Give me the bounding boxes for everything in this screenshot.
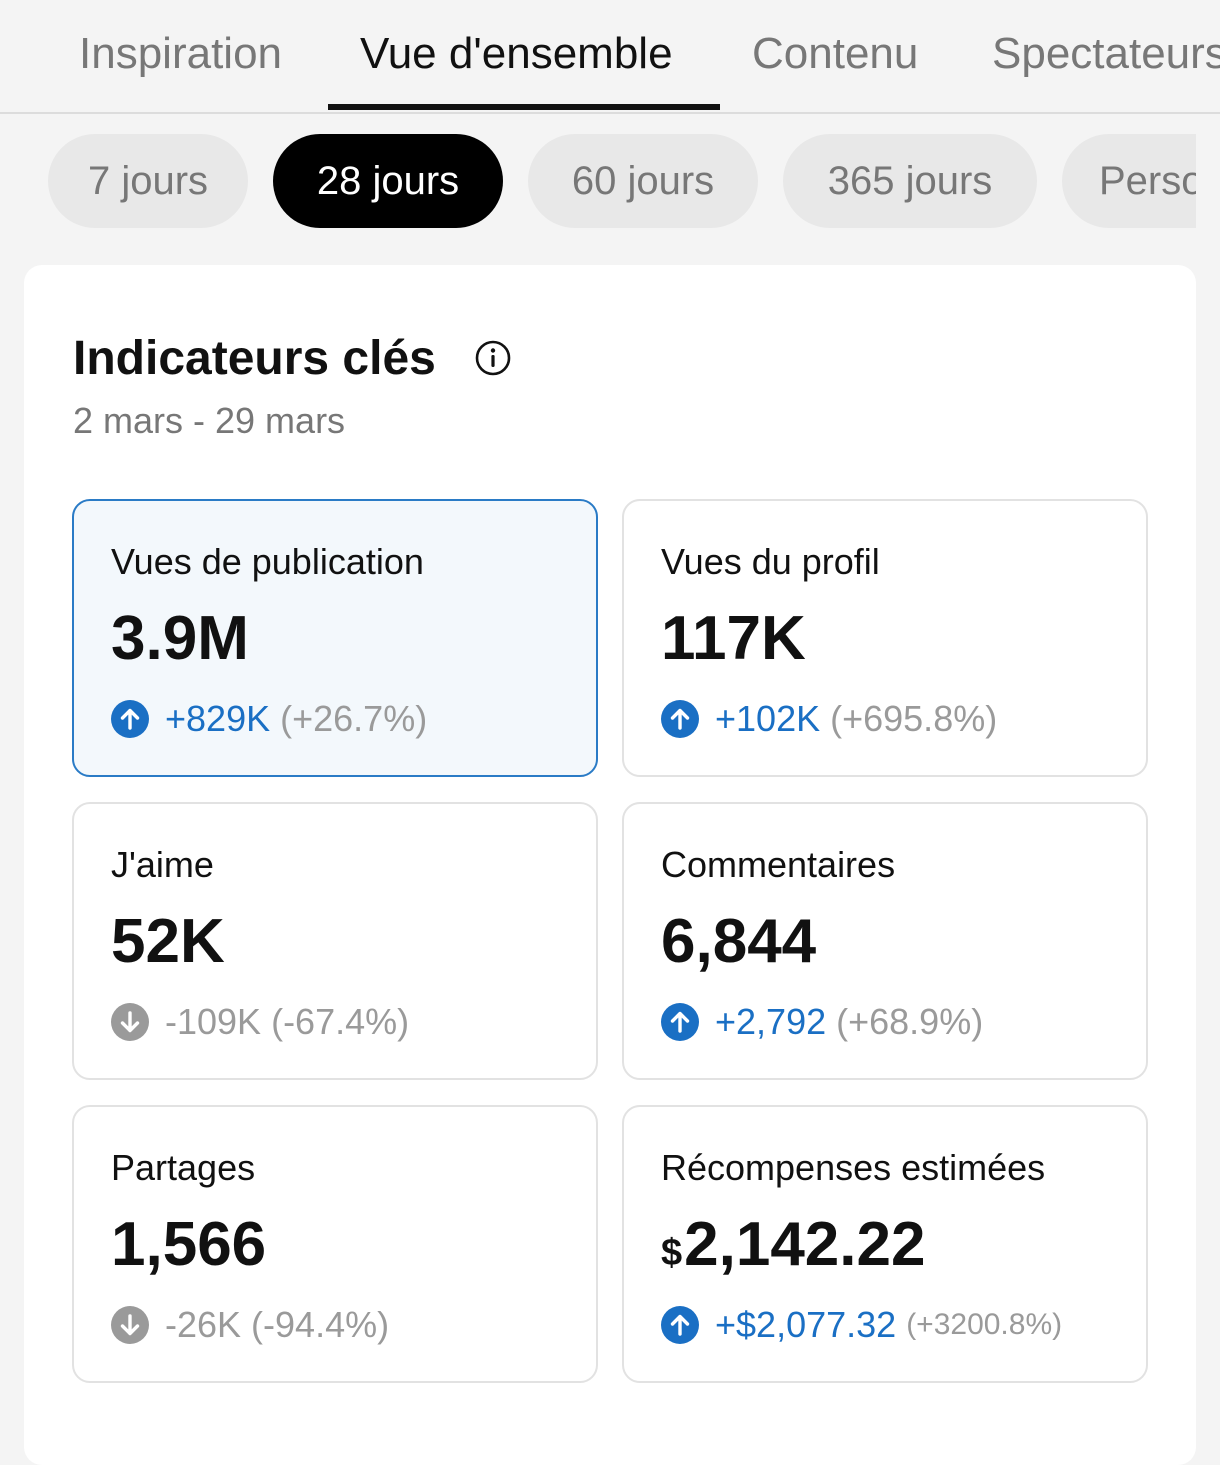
- arrow-down-circle-icon: [111, 1003, 149, 1041]
- delta-percent: (+26.7%): [280, 698, 428, 739]
- metric-value: 6,844: [661, 907, 817, 976]
- delta-absolute: -26K: [165, 1304, 242, 1345]
- metric-card-post-views[interactable]: Vues de publication 3.9M +829K (+26.7%): [72, 499, 598, 777]
- metric-card-shares[interactable]: Partages 1,566 -26K (-94.4%): [72, 1105, 598, 1383]
- active-tab-indicator: [328, 104, 720, 110]
- delta-percent: (-94.4%): [251, 1304, 390, 1345]
- delta-absolute: +829K: [165, 698, 271, 739]
- tab-content[interactable]: Contenu: [752, 29, 919, 78]
- arrow-up-circle-icon: [661, 1003, 699, 1041]
- arrow-up-circle-icon: [111, 700, 149, 738]
- metric-delta: -26K (-94.4%): [111, 1303, 389, 1347]
- tab-inspiration[interactable]: Inspiration: [79, 29, 283, 78]
- period-7-days[interactable]: 7 jours: [48, 134, 248, 228]
- metric-delta: +2,792 (+68.9%): [661, 1000, 983, 1044]
- metric-label: Vues de publication: [111, 541, 424, 582]
- metric-label: Vues du profil: [661, 541, 880, 582]
- panel-title: Indicateurs clés: [73, 332, 436, 385]
- period-custom[interactable]: Personnalisé: [1062, 134, 1196, 228]
- metric-label: Récompenses estimées: [661, 1147, 1046, 1188]
- metric-delta: +$2,077.32 (+3200.8%): [661, 1303, 1062, 1347]
- tab-overview[interactable]: Vue d'ensemble: [360, 29, 673, 78]
- arrow-up-circle-icon: [661, 700, 699, 738]
- metric-value: 52K: [111, 907, 225, 976]
- tab-viewers[interactable]: Spectateurs: [992, 29, 1220, 78]
- metric-value: $2,142.22: [661, 1210, 926, 1279]
- arrow-up-circle-icon: [661, 1306, 699, 1344]
- period-365-days[interactable]: 365 jours: [783, 134, 1037, 228]
- top-tabs: Inspiration Vue d'ensemble Contenu Spect…: [0, 0, 1220, 114]
- metric-delta: -109K (-67.4%): [111, 1000, 409, 1044]
- currency-symbol: $: [661, 1232, 683, 1274]
- metric-value: 1,566: [111, 1210, 267, 1279]
- metric-label: J'aime: [111, 844, 214, 885]
- key-metrics-panel: Indicateurs clés 2 mars - 29 mars Vues d…: [24, 265, 1196, 1465]
- delta-percent: (+695.8%): [830, 698, 998, 739]
- metric-card-comments[interactable]: Commentaires 6,844 +2,792 (+68.9%): [622, 802, 1148, 1080]
- delta-percent: (+68.9%): [836, 1001, 984, 1042]
- arrow-down-circle-icon: [111, 1306, 149, 1344]
- metric-value: 117K: [661, 604, 806, 673]
- date-range: 2 mars - 29 mars: [73, 400, 346, 441]
- metric-card-estimated-rewards[interactable]: Récompenses estimées $2,142.22 +$2,077.3…: [622, 1105, 1148, 1383]
- delta-absolute: +2,792: [715, 1001, 827, 1042]
- metric-label: Partages: [111, 1147, 256, 1188]
- metric-card-likes[interactable]: J'aime 52K -109K (-67.4%): [72, 802, 598, 1080]
- delta-absolute: +$2,077.32: [715, 1304, 897, 1345]
- delta-percent: (+3200.8%): [906, 1308, 1063, 1341]
- metric-value: 3.9M: [111, 604, 249, 673]
- metric-delta: +829K (+26.7%): [111, 697, 427, 741]
- period-28-days[interactable]: 28 jours: [273, 134, 503, 228]
- info-icon[interactable]: [474, 339, 512, 377]
- metric-delta: +102K (+695.8%): [661, 697, 997, 741]
- metric-card-profile-views[interactable]: Vues du profil 117K +102K (+695.8%): [622, 499, 1148, 777]
- period-60-days[interactable]: 60 jours: [528, 134, 758, 228]
- delta-absolute: -109K: [165, 1001, 262, 1042]
- delta-percent: (-67.4%): [271, 1001, 410, 1042]
- period-selector: 7 jours 28 jours 60 jours 365 jours Pers…: [0, 132, 1196, 230]
- metric-label: Commentaires: [661, 844, 896, 885]
- delta-absolute: +102K: [715, 698, 821, 739]
